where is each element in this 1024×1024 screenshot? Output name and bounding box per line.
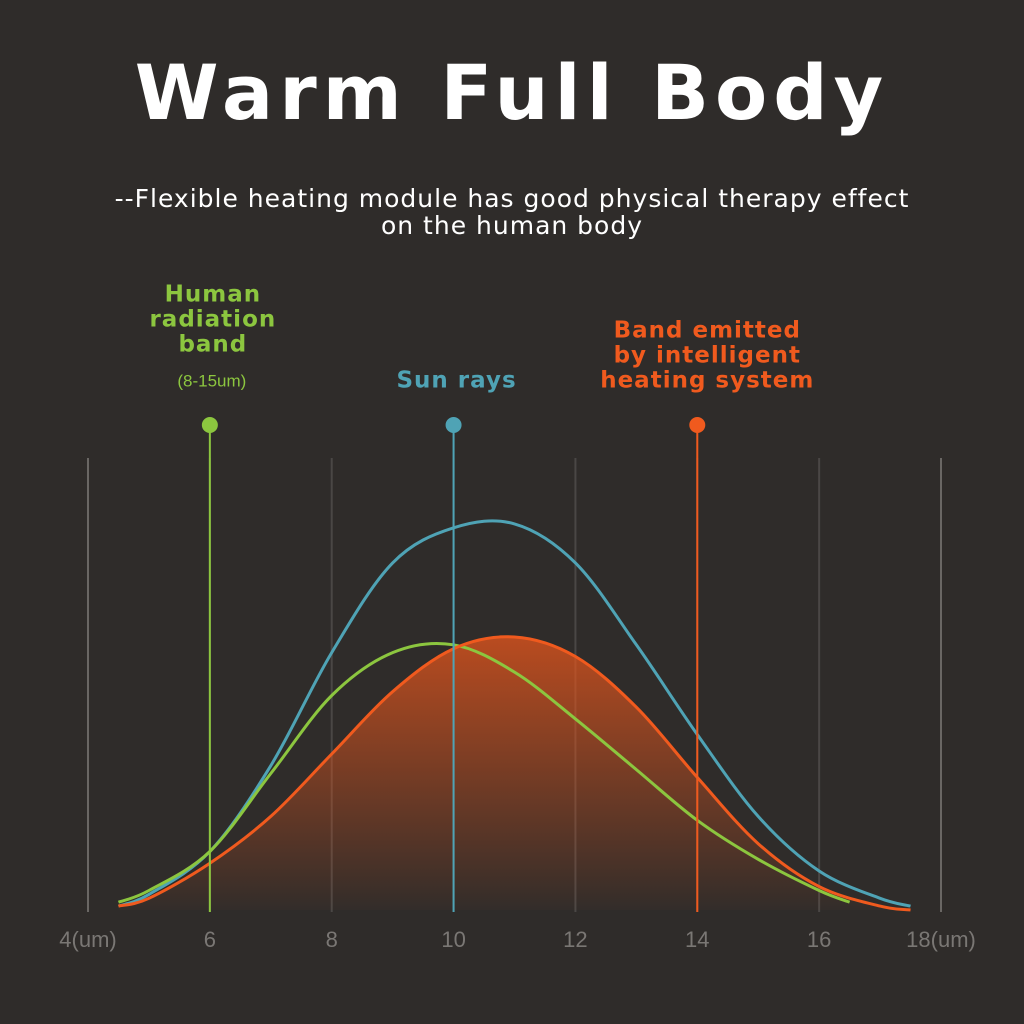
marker-dot xyxy=(201,417,218,433)
x-tick-label: 8 xyxy=(326,927,338,952)
marker-label: band xyxy=(178,332,247,358)
marker-label: by intelligent xyxy=(614,343,801,369)
x-tick-label: 10 xyxy=(441,927,465,952)
series-line xyxy=(118,635,911,912)
marker-label: Band emitted xyxy=(614,318,801,344)
series-line xyxy=(117,641,851,904)
marker-label: heating system xyxy=(600,368,814,394)
x-tick-label: 12 xyxy=(563,927,587,952)
marker-dot xyxy=(445,417,462,433)
x-tick-label: 16 xyxy=(807,927,831,952)
marker-label: Sun rays xyxy=(396,368,516,394)
subtitle: --Flexible heating module has good physi… xyxy=(115,184,910,213)
marker-dot xyxy=(689,417,706,433)
x-tick-label: 18(um) xyxy=(906,927,976,952)
chart-title: Warm Full Body xyxy=(135,48,889,137)
x-tick-label: 4(um) xyxy=(59,927,116,952)
x-tick-label: 6 xyxy=(204,927,216,952)
marker-label: Human xyxy=(165,282,261,308)
subtitle: on the human body xyxy=(381,211,643,240)
x-tick-label: 14 xyxy=(685,927,709,952)
marker-label: radiation xyxy=(149,307,276,333)
marker-note: (8-15um) xyxy=(177,371,246,390)
area xyxy=(118,636,911,910)
